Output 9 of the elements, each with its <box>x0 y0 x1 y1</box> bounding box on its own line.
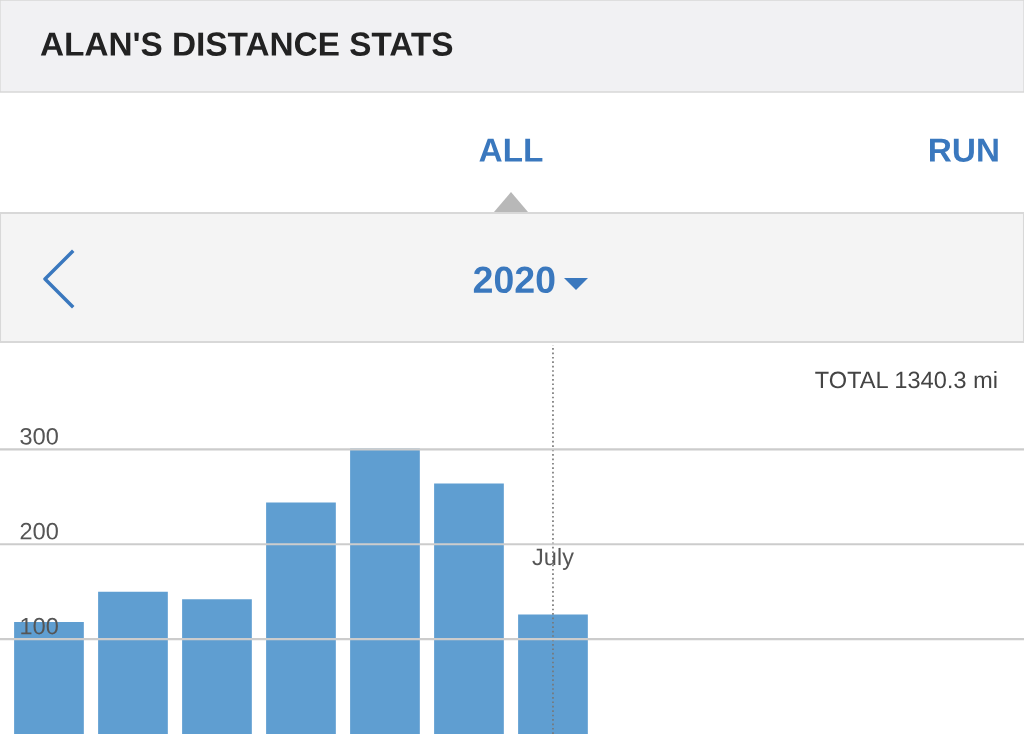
y-tick-label: 200 <box>20 522 58 540</box>
chart-title: ALAN'S DISTANCE STATS <box>40 32 453 56</box>
annotation: TOTAL 1340.3 mi <box>815 370 997 389</box>
text: 2020 <box>473 266 555 294</box>
y-tick-label: 100 <box>21 617 58 635</box>
y-tick-label: 300 <box>20 427 58 445</box>
x-tick-label: July <box>532 547 574 570</box>
text: ALL <box>479 138 543 162</box>
text: RUN <box>930 138 998 162</box>
